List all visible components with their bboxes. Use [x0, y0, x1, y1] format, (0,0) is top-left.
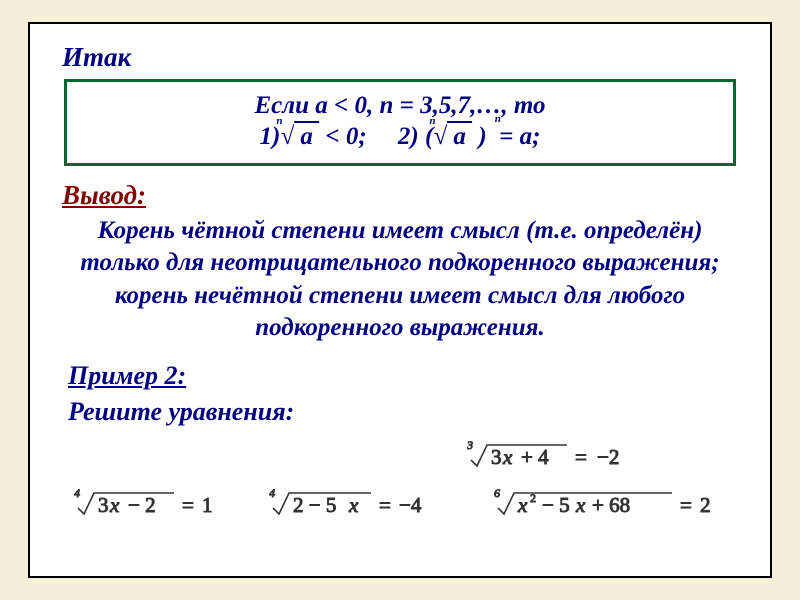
svg-text:4: 4 — [269, 486, 275, 500]
equation-2: 4 3 x − 2 = 1 — [74, 485, 244, 519]
svg-text:− 2: − 2 — [128, 493, 156, 517]
svg-text:−4: −4 — [399, 493, 422, 517]
svg-text:6: 6 — [494, 486, 500, 500]
svg-text:=: = — [680, 493, 692, 517]
svg-text:+ 68: + 68 — [592, 493, 630, 517]
root-expr-1: n√ a — [280, 121, 319, 152]
conclusion-text: Корень чётной степени имеет смысл (т.е. … — [58, 215, 742, 345]
rule-line-2: 1)n√ a < 0; 2) (n√ a )n = a; — [77, 121, 723, 152]
svg-text:=: = — [379, 493, 391, 517]
heading-vyvod: Вывод: — [62, 180, 742, 211]
svg-text:3: 3 — [98, 493, 109, 517]
svg-text:2 − 5: 2 − 5 — [293, 493, 336, 517]
svg-text:x: x — [502, 445, 513, 469]
equation-row-1: 3 3 x + 4 = −2 — [58, 437, 742, 471]
svg-text:− 5: − 5 — [542, 493, 570, 517]
slide-frame: Итак Если a < 0, n = 3,5,7,…, то 1)n√ a … — [28, 22, 772, 578]
equation-row-2: 4 3 x − 2 = 1 4 2 − 5 x = −4 6 — [58, 485, 742, 519]
svg-text:3: 3 — [491, 445, 502, 469]
svg-text:=: = — [182, 493, 194, 517]
svg-text:2: 2 — [700, 493, 711, 517]
eq1-index: 3 — [467, 438, 473, 452]
svg-text:+ 4: + 4 — [521, 445, 549, 469]
rule-part2-prefix: 2) — [398, 123, 419, 150]
svg-text:1: 1 — [202, 493, 213, 517]
svg-text:=: = — [575, 445, 587, 469]
rule-box: Если a < 0, n = 3,5,7,…, то 1)n√ a < 0; … — [64, 79, 736, 166]
root-expr-2: n√ a — [433, 121, 472, 152]
svg-text:x: x — [517, 493, 528, 517]
svg-text:4: 4 — [74, 486, 80, 500]
equation-4: 6 x 2 − 5 x + 68 = 2 — [494, 485, 734, 519]
svg-text:x: x — [348, 493, 359, 517]
heading-itak: Итак — [62, 42, 742, 73]
exp-n: n — [487, 121, 493, 152]
svg-text:x: x — [109, 493, 120, 517]
example-label: Пример 2: — [68, 361, 742, 391]
rule-line-1: Если a < 0, n = 3,5,7,…, то — [77, 90, 723, 121]
solve-label: Решите уравнения: — [68, 397, 742, 427]
svg-text:−2: −2 — [597, 445, 619, 469]
svg-text:x: x — [575, 493, 586, 517]
equation-3: 4 2 − 5 x = −4 — [269, 485, 469, 519]
equation-1: 3 3 x + 4 = −2 — [467, 437, 657, 471]
svg-text:2: 2 — [530, 491, 536, 505]
